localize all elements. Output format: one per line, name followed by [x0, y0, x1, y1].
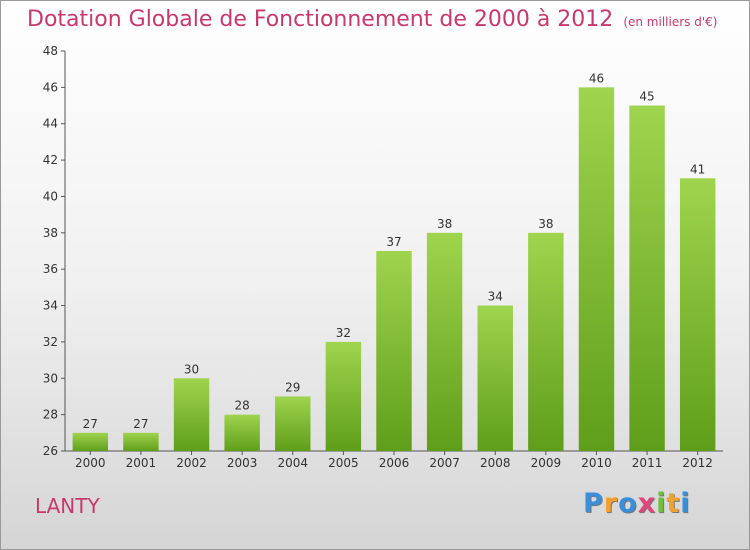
x-tick-label: 2007 [429, 456, 460, 470]
bar-value-label: 30 [184, 362, 199, 376]
x-tick-label: 2001 [126, 456, 157, 470]
logo-letter: i [680, 488, 691, 519]
logo-letter: x [637, 488, 657, 519]
bar-value-label: 27 [83, 417, 98, 431]
bar [578, 87, 615, 451]
bar-value-label: 46 [589, 71, 604, 85]
title-text: Dotation Globale de Fonctionnement de 20… [27, 7, 614, 32]
bar [123, 432, 159, 451]
axes: 26 28 30 32 34 36 38 40 42 44 46 48 2000 2001 2002 2003… [43, 44, 723, 470]
bar [679, 178, 716, 452]
bar-value-label: 38 [538, 217, 553, 231]
logo-letter: o [618, 488, 638, 519]
y-tick-label: 34 [43, 299, 58, 313]
bar-value-label: 38 [437, 217, 452, 231]
x-tick-label: 2010 [581, 456, 612, 470]
logo-letter: i [656, 488, 667, 519]
y-tick-label: 46 [43, 80, 58, 94]
y-tick-label: 30 [43, 371, 58, 385]
x-tick-label: 2009 [531, 456, 562, 470]
logo-letter: P [583, 488, 604, 519]
bar-value-label: 37 [386, 235, 401, 249]
y-tick-label: 36 [43, 262, 58, 276]
bar-value-label: 41 [690, 162, 705, 176]
proxiti-logo: Proxiti [583, 488, 691, 519]
y-tick-label: 40 [43, 189, 58, 203]
bar-value-label: 29 [285, 380, 300, 394]
y-tick-label: 32 [43, 335, 58, 349]
x-tick-label: 2003 [227, 456, 258, 470]
commune-name: LANTY [35, 494, 100, 518]
logo-letter: r [603, 488, 619, 519]
bar [528, 232, 564, 451]
bar [173, 378, 210, 451]
bar [275, 396, 311, 451]
bar [72, 432, 109, 451]
x-tick-label: 2006 [379, 456, 410, 470]
y-tick-label: 42 [43, 153, 58, 167]
x-tick-label: 2004 [277, 456, 308, 470]
y-tick-label: 28 [43, 408, 58, 422]
x-tick-label: 2011 [632, 456, 663, 470]
bar-value-label: 45 [639, 90, 654, 104]
bar-value-label: 34 [488, 290, 503, 304]
bar [376, 251, 412, 451]
x-tick-label: 2008 [480, 456, 511, 470]
bar [224, 414, 260, 451]
x-tick-label: 2002 [176, 456, 207, 470]
y-tick-label: 48 [43, 44, 58, 58]
bar-value-label: 32 [336, 326, 351, 340]
y-tick-label: 38 [43, 226, 58, 240]
x-tick-label: 2012 [682, 456, 713, 470]
y-tick-label: 26 [43, 444, 58, 458]
bar [426, 232, 463, 451]
y-tick-label: 44 [43, 117, 58, 131]
unit-label: (en milliers d'€) [623, 15, 718, 29]
bar [629, 105, 665, 451]
bar-value-label: 27 [133, 417, 148, 431]
logo-letter: t [666, 488, 681, 519]
bar-value-label: 28 [235, 399, 250, 413]
chart-title: Dotation Globale de Fonctionnement de 20… [27, 7, 717, 32]
bar [477, 305, 513, 451]
x-tick-label: 2005 [328, 456, 359, 470]
x-tick-label: 2000 [75, 456, 106, 470]
bar [325, 341, 362, 451]
bars: 27 27 30 28 29 32 37 38 34 38 46 45 41 [72, 71, 716, 452]
